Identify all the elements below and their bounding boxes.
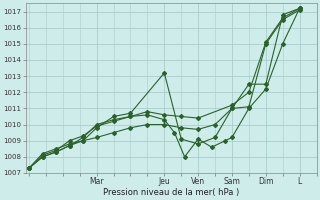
X-axis label: Pression niveau de la mer( hPa ): Pression niveau de la mer( hPa ) (103, 188, 239, 197)
